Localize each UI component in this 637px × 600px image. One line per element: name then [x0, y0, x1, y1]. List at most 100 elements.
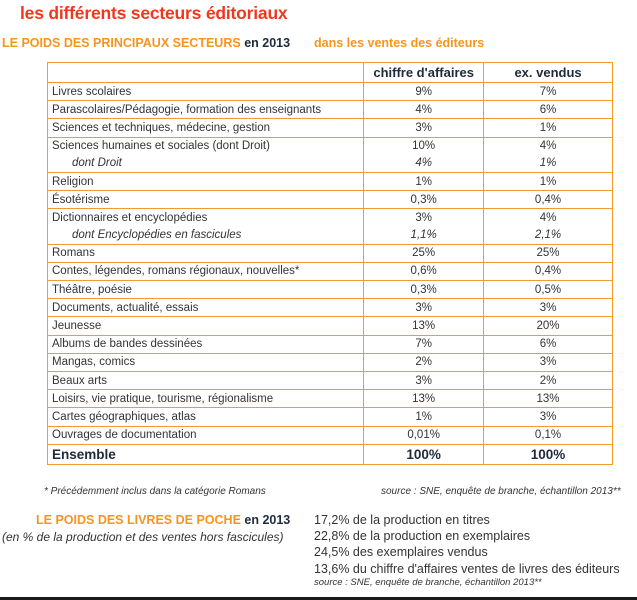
table-row: Ouvrages de documentation 0,01% 0,1% — [46, 425, 613, 445]
row-ex-vendus: 13% — [483, 389, 613, 409]
row-label: Ouvrages de documentation — [46, 425, 365, 445]
poche-stat: 17,2% de la production en titres — [314, 513, 490, 527]
row-chiffre-affaires: 13% — [363, 316, 485, 336]
table-subtitle-right: dans les ventes des éditeurs — [314, 36, 485, 50]
table-row: Romans 25% 25% — [46, 243, 613, 263]
row-chiffre-affaires: 1,1% — [363, 226, 485, 245]
table-row: Sciences humaines et sociales (dont Droi… — [46, 136, 613, 155]
poche-stat: 22,8% de la production en exemplaires — [314, 529, 531, 544]
row-chiffre-affaires: 0,3% — [363, 280, 485, 300]
row-chiffre-affaires: 1% — [363, 407, 485, 427]
row-chiffre-affaires: 3% — [363, 298, 485, 318]
row-label: Loisirs, vie pratique, tourisme, régiona… — [46, 389, 365, 409]
row-ex-vendus: 4% — [483, 136, 613, 155]
page-title: les différents secteurs éditoriaux — [20, 3, 288, 23]
row-chiffre-affaires: 3% — [363, 118, 485, 138]
row-chiffre-affaires: 13% — [363, 389, 485, 409]
row-chiffre-affaires: 7% — [363, 334, 485, 354]
table-row: Contes, légendes, romans régionaux, nouv… — [46, 261, 613, 282]
poche-subtitle: (en % de la production et des ventes hor… — [2, 530, 284, 544]
row-chiffre-affaires: 3% — [363, 208, 485, 227]
row-label: Contes, légendes, romans régionaux, nouv… — [46, 261, 365, 282]
row-chiffre-affaires: 10% — [363, 136, 485, 155]
table-row: Cartes géographiques, atlas 1% 3% — [46, 407, 613, 427]
row-label: dont Encyclopédies en fascicules — [46, 226, 365, 245]
poche-stat: 13,6% du chiffre d'affaires ventes de li… — [314, 561, 620, 576]
table-subrow: dont Droit 4% 1% — [46, 154, 613, 173]
row-label: Albums de bandes dessinées — [46, 334, 365, 354]
row-label: Beaux arts — [46, 370, 365, 391]
row-chiffre-affaires: 0,6% — [363, 261, 485, 282]
sectors-table: chiffre d'affaires ex. vendus Livres sco… — [46, 62, 613, 465]
row-label: Romans — [46, 243, 365, 263]
row-chiffre-affaires: 25% — [363, 243, 485, 263]
poche-source: source : SNE, enquête de branche, échant… — [314, 576, 542, 588]
total-label: Ensemble — [46, 443, 365, 465]
row-ex-vendus: 25% — [483, 243, 613, 263]
row-label: Sciences humaines et sociales (dont Droi… — [46, 136, 365, 155]
source-note: source : SNE, enquête de branche, échant… — [381, 486, 621, 497]
poche-title: LE POIDS DES LIVRES DE POCHE en 2013 — [36, 513, 290, 527]
row-ex-vendus: 2% — [483, 370, 613, 391]
row-label: Documents, actualité, essais — [46, 298, 365, 318]
row-label: Cartes géographiques, atlas — [46, 407, 365, 427]
poche-stat: 24,5% des exemplaires vendus — [314, 545, 488, 560]
row-label: Mangas, comics — [46, 352, 365, 373]
row-ex-vendus: 1% — [483, 154, 613, 173]
row-label: Religion — [46, 171, 365, 192]
table-row: Théâtre, poésie 0,3% 0,5% — [46, 280, 613, 300]
row-ex-vendus: 4% — [483, 208, 613, 227]
row-chiffre-affaires: 4% — [363, 154, 485, 173]
row-chiffre-affaires: 4% — [363, 100, 485, 120]
table-header-row: chiffre d'affaires ex. vendus — [46, 62, 613, 83]
table-subrow: dont Encyclopédies en fascicules 1,1% 2,1% — [46, 226, 613, 245]
table-row: Parascolaires/Pédagogie, formation des e… — [46, 100, 613, 120]
bottom-bar — [0, 597, 637, 600]
table-row: Dictionnaires et encyclopédies 3% 4% — [46, 208, 613, 227]
row-label: dont Droit — [46, 154, 365, 173]
row-ex-vendus: 0,5% — [483, 280, 613, 300]
table-row: Beaux arts 3% 2% — [46, 370, 613, 391]
row-ex-vendus: 0,4% — [483, 190, 613, 210]
table-row: Sciences et techniques, médecine, gestio… — [46, 118, 613, 138]
table-subtitle-year: en 2013 — [244, 36, 291, 50]
total-ex-vendus: 100% — [483, 443, 613, 465]
row-chiffre-affaires: 1% — [363, 171, 485, 192]
row-ex-vendus: 0,4% — [483, 261, 613, 282]
poche-title-main: LE POIDS DES LIVRES DE POCHE — [36, 513, 241, 527]
row-label: Jeunesse — [46, 316, 365, 336]
total-chiffre-affaires: 100% — [363, 443, 485, 465]
table-total-row: Ensemble 100% 100% — [46, 443, 613, 465]
table-row: Mangas, comics 2% 3% — [46, 352, 613, 373]
row-ex-vendus: 6% — [483, 334, 613, 354]
row-ex-vendus: 0,1% — [483, 425, 613, 445]
row-ex-vendus: 2,1% — [483, 226, 613, 245]
header-label — [46, 62, 365, 83]
row-chiffre-affaires: 0,01% — [363, 425, 485, 445]
poche-stats: 17,2% de la production en titres 22,8% d… — [314, 512, 620, 589]
row-ex-vendus: 1% — [483, 118, 613, 138]
row-label: Théâtre, poésie — [46, 280, 365, 300]
row-chiffre-affaires: 3% — [363, 370, 485, 391]
table-row: Albums de bandes dessinées 7% 6% — [46, 334, 613, 354]
table-row: Ésotérisme 0,3% 0,4% — [46, 190, 613, 210]
row-ex-vendus: 7% — [483, 81, 613, 102]
footnote: * Précédemment inclus dans la catégorie … — [44, 486, 266, 497]
header-ex-vendus: ex. vendus — [483, 62, 613, 83]
poche-title-year: en 2013 — [244, 513, 291, 527]
table-row: Loisirs, vie pratique, tourisme, régiona… — [46, 389, 613, 409]
table-row: Documents, actualité, essais 3% 3% — [46, 298, 613, 318]
row-ex-vendus: 1% — [483, 171, 613, 192]
table-subtitle: LE POIDS DES PRINCIPAUX SECTEURS en 2013 — [2, 36, 290, 50]
row-ex-vendus: 3% — [483, 298, 613, 318]
table-row: Livres scolaires 9% 7% — [46, 81, 613, 102]
table-row: Religion 1% 1% — [46, 171, 613, 192]
row-chiffre-affaires: 0,3% — [363, 190, 485, 210]
table-subtitle-main: LE POIDS DES PRINCIPAUX SECTEURS — [2, 36, 241, 50]
row-label: Livres scolaires — [46, 81, 365, 102]
row-ex-vendus: 20% — [483, 316, 613, 336]
row-label: Sciences et techniques, médecine, gestio… — [46, 118, 365, 138]
row-ex-vendus: 6% — [483, 100, 613, 120]
header-chiffre-affaires: chiffre d'affaires — [363, 62, 485, 83]
table-row: Jeunesse 13% 20% — [46, 316, 613, 336]
